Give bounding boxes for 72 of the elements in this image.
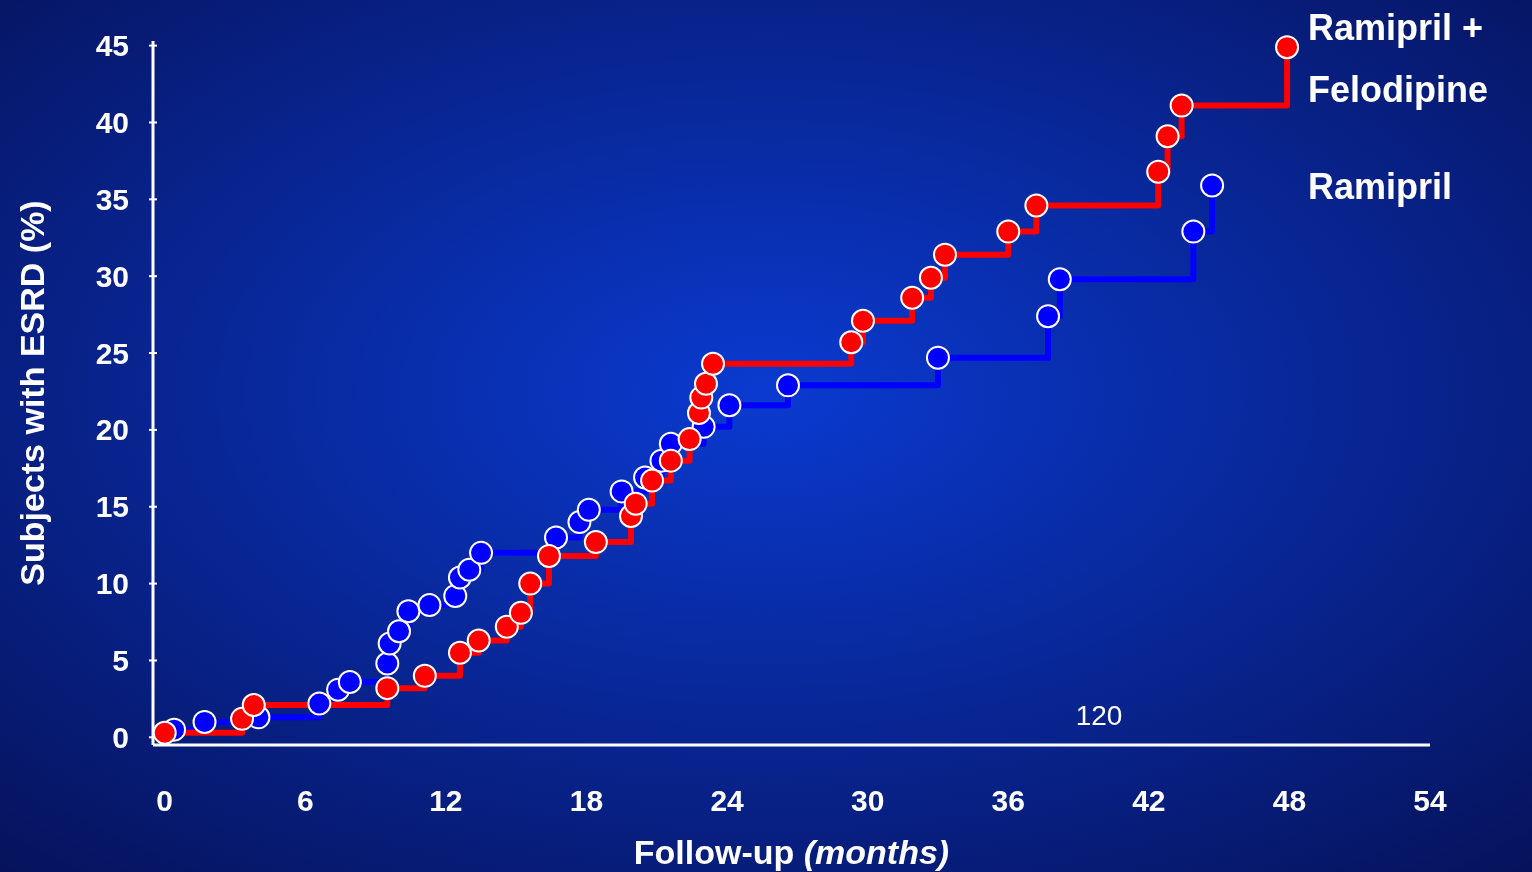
point <box>544 525 569 550</box>
point <box>412 663 437 688</box>
point <box>693 371 718 396</box>
point <box>494 614 519 639</box>
point <box>1169 93 1194 118</box>
point <box>918 265 943 290</box>
point <box>457 557 482 582</box>
y-tick-label: 5 <box>112 643 129 677</box>
point <box>658 448 683 473</box>
point <box>375 651 400 676</box>
x-tick-label: 30 <box>850 784 885 817</box>
point <box>447 640 472 665</box>
x-tick-label: 36 <box>991 784 1025 817</box>
point <box>839 330 864 355</box>
y-tick-label: 25 <box>95 336 129 370</box>
point <box>701 351 726 376</box>
x-tick-label: 18 <box>569 784 604 817</box>
point <box>192 709 217 734</box>
point <box>1024 193 1049 218</box>
point <box>241 693 266 718</box>
y-tick-label: 20 <box>95 413 129 447</box>
point <box>717 393 742 418</box>
point <box>640 468 665 493</box>
point <box>1181 219 1206 244</box>
y-tick-label: 40 <box>95 105 129 139</box>
point <box>583 530 608 555</box>
y-tick-label: 35 <box>95 182 129 216</box>
point <box>396 599 421 624</box>
y-axis-title: Subjects with ESRD (%) <box>13 200 51 586</box>
point <box>900 285 925 310</box>
point <box>375 676 400 701</box>
point <box>518 571 543 596</box>
x-tick-label: 48 <box>1272 784 1307 817</box>
y-tick-label: 15 <box>95 490 129 524</box>
x-tick-label: 0 <box>156 784 174 817</box>
x-tick-label: 24 <box>710 784 745 817</box>
x-tick-label: 12 <box>429 784 463 817</box>
x-tick-label: 54 <box>1413 784 1447 817</box>
point <box>1047 267 1072 292</box>
y-tick-label: 45 <box>95 29 129 63</box>
point <box>443 583 468 608</box>
y-tick-label: 0 <box>112 720 129 754</box>
y-tick-label: 30 <box>95 259 129 293</box>
annotation: 120 <box>1075 700 1123 731</box>
point <box>387 619 412 644</box>
point <box>850 308 875 333</box>
point <box>932 242 957 267</box>
series-label: Ramipril + Felodipine <box>1308 7 1488 110</box>
x-axis-title: Follow-up (months) <box>633 833 950 871</box>
y-tick-label: 10 <box>95 567 129 601</box>
point <box>1155 124 1180 149</box>
point <box>307 691 332 716</box>
point <box>469 540 494 565</box>
point <box>417 593 442 618</box>
text: Ramipril <box>1308 166 1453 208</box>
point <box>152 720 177 745</box>
point <box>337 669 362 694</box>
point <box>996 219 1021 244</box>
point <box>536 543 561 568</box>
point <box>576 497 601 522</box>
point <box>1146 159 1171 184</box>
point <box>677 427 702 452</box>
point <box>925 345 950 370</box>
point <box>508 600 533 625</box>
point <box>1036 304 1061 329</box>
point <box>1200 173 1225 198</box>
x-tick-label: 6 <box>296 784 314 817</box>
point <box>1275 35 1300 60</box>
x-tick-label: 42 <box>1132 784 1166 817</box>
point <box>623 491 648 516</box>
point <box>775 373 800 398</box>
point <box>466 628 491 653</box>
